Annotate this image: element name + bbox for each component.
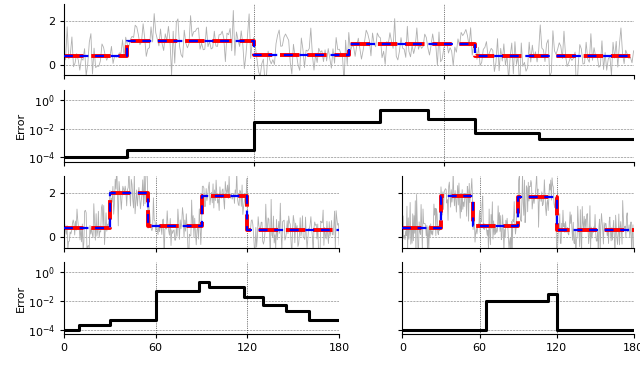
Y-axis label: Error: Error	[16, 112, 26, 139]
Y-axis label: Error: Error	[16, 284, 26, 312]
